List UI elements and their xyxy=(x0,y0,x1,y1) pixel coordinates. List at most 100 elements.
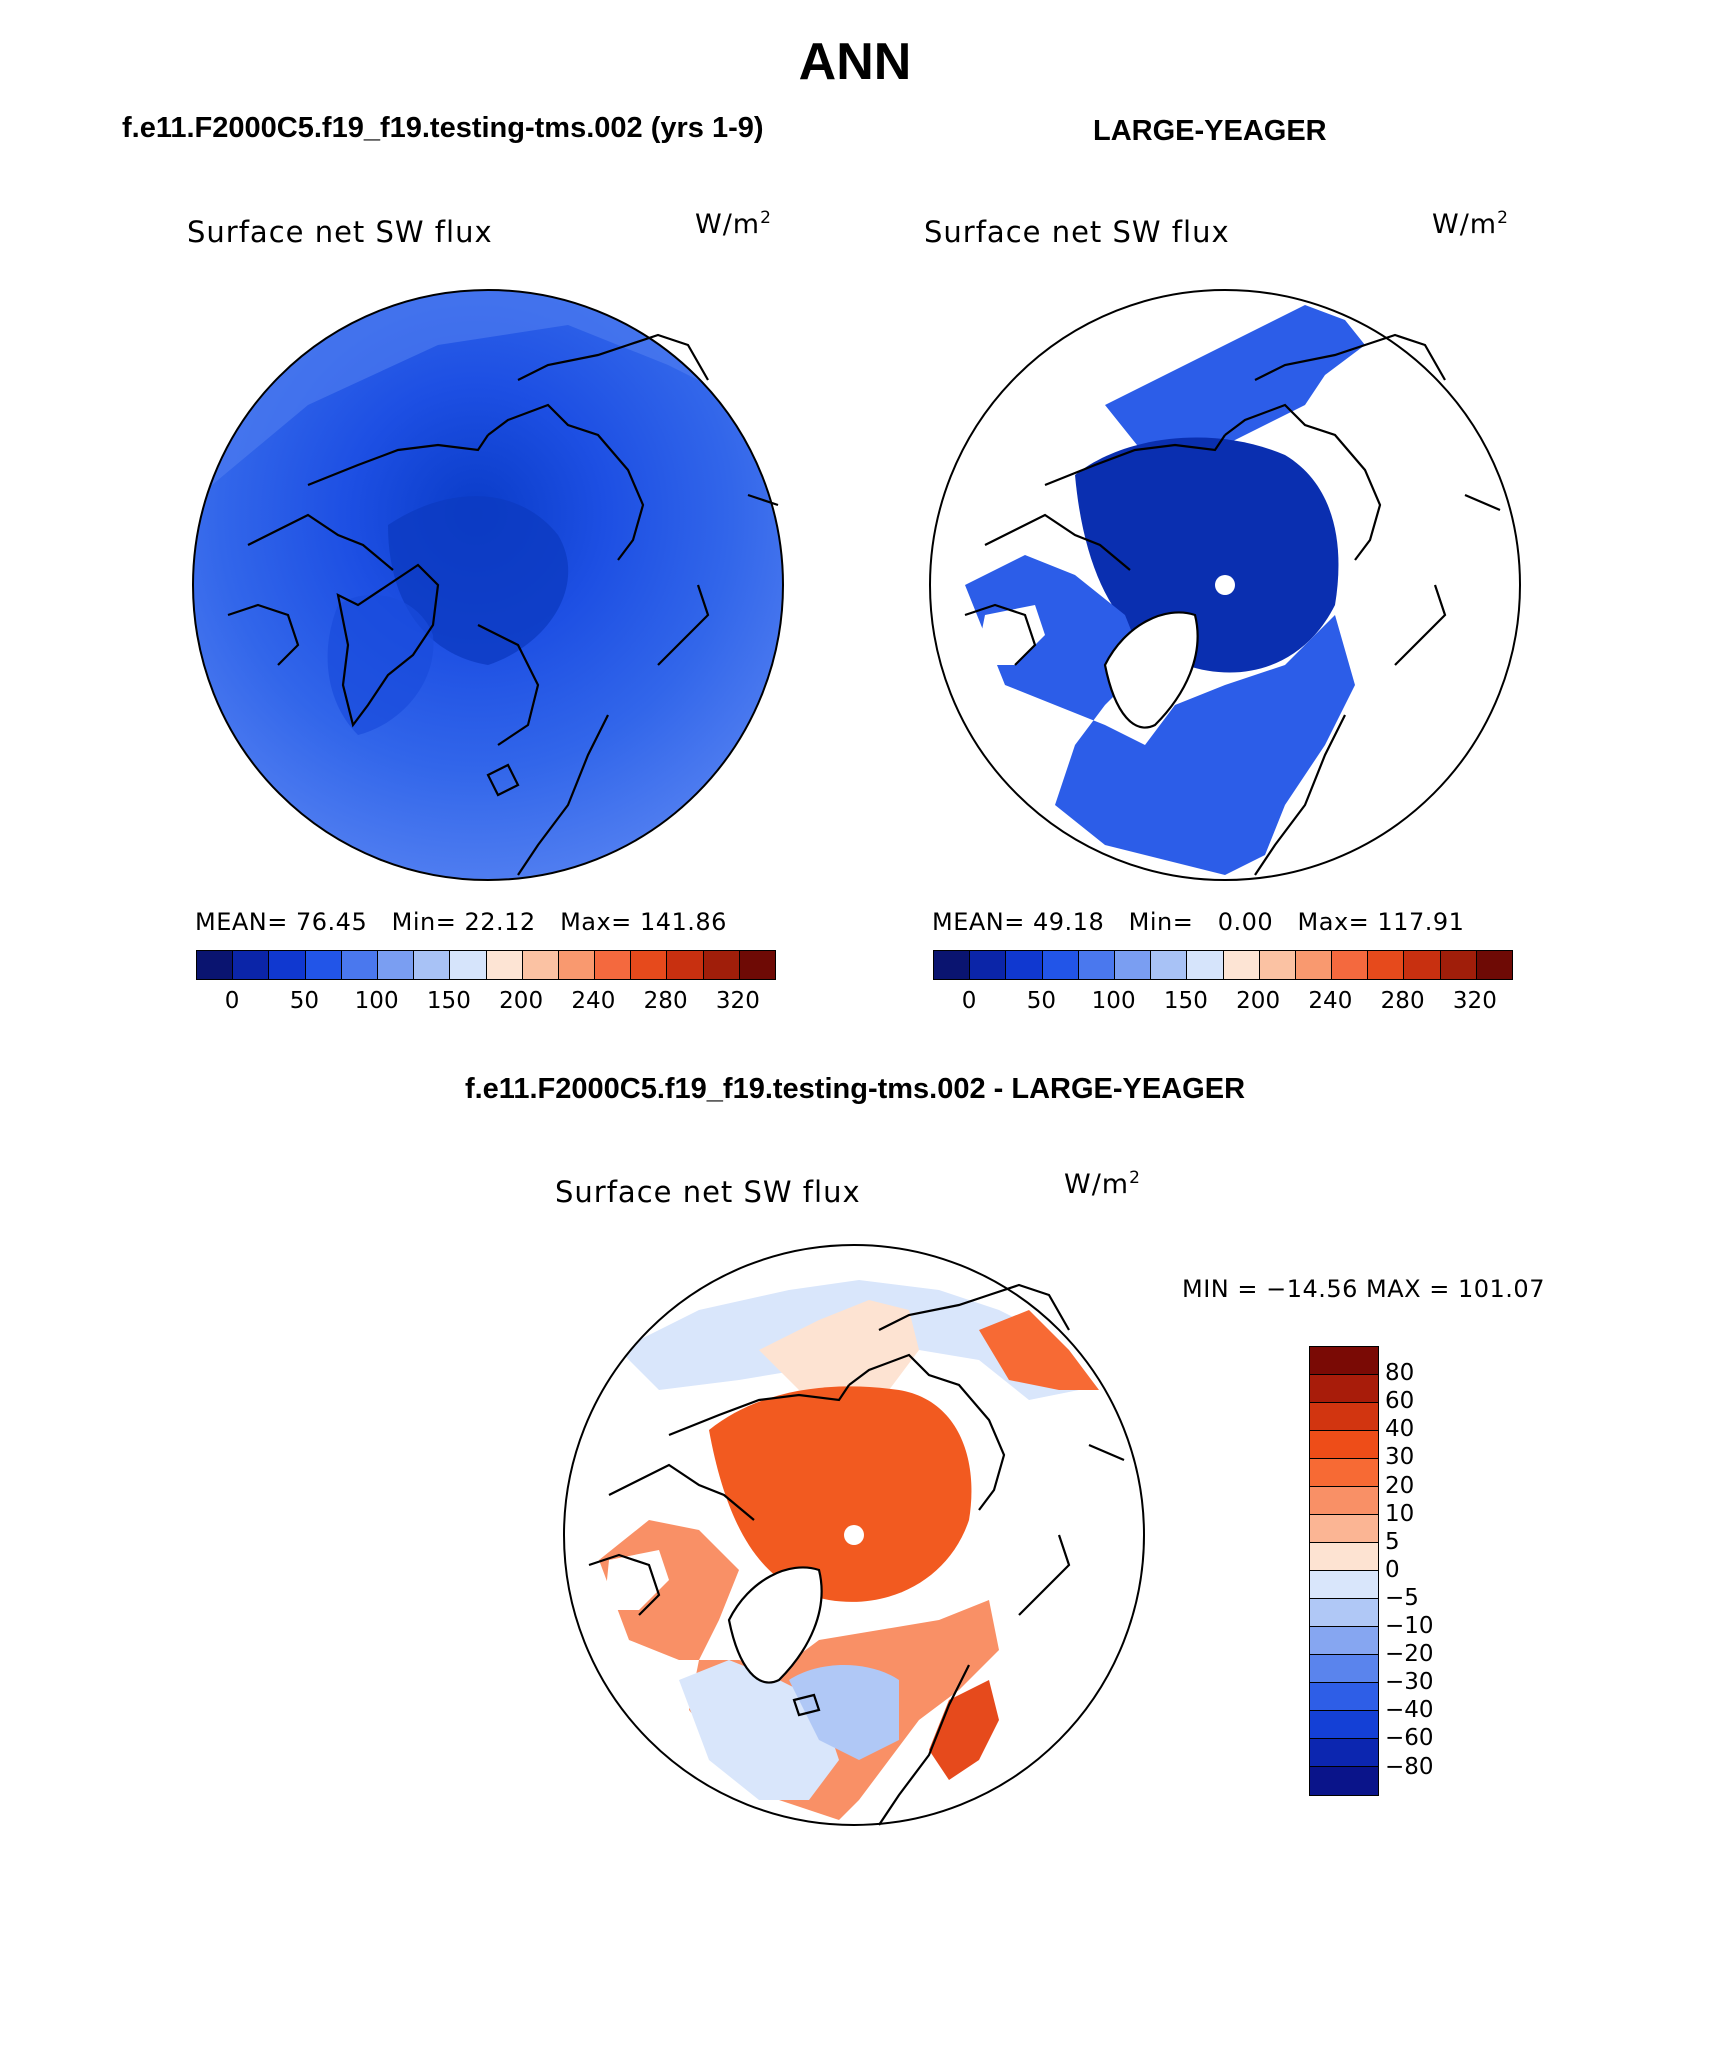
colorbar-tick-label: 320 xyxy=(715,988,760,1014)
colorbar-cell xyxy=(1310,1543,1378,1571)
units-base: W/m xyxy=(695,209,761,240)
colorbar-cell xyxy=(1310,1487,1378,1515)
right-map-atlantic xyxy=(965,555,1355,875)
max-label: Max= xyxy=(560,908,632,936)
left-stats: MEAN= 76.45 Min= 22.12 Max= 141.86 xyxy=(195,908,727,936)
diff-map-atlantic-positive xyxy=(599,1520,999,1820)
colorbar-tick-label: 280 xyxy=(643,988,688,1014)
colorbar-tick-label: 150 xyxy=(1163,988,1208,1014)
colorbar-cell xyxy=(1078,951,1115,979)
right-case-title: LARGE-YEAGER xyxy=(1093,115,1327,147)
diff-map-chukchi-positive xyxy=(979,1310,1099,1390)
min-value: 22.12 xyxy=(464,908,536,936)
colorbar-cell xyxy=(1310,1459,1378,1487)
colorbar-cell xyxy=(450,951,487,979)
colorbar-tick-label: 80 xyxy=(1385,1360,1415,1387)
colorbar-tick-label: 30 xyxy=(1385,1444,1415,1471)
colorbar-cell xyxy=(1187,951,1224,979)
left-greenland-region xyxy=(327,595,434,735)
colorbar-tick-label: 240 xyxy=(1308,988,1353,1014)
colorbar-cell xyxy=(1310,1403,1378,1431)
colorbar-cell xyxy=(1042,951,1079,979)
mean-label: MEAN= xyxy=(195,908,288,936)
diff-pole-hole xyxy=(844,1525,864,1545)
units-exponent: 2 xyxy=(760,208,772,228)
right-map-greenland-land xyxy=(1105,612,1198,728)
colorbar-cell xyxy=(341,951,378,979)
mean-value: 76.45 xyxy=(296,908,368,936)
colorbar-cell xyxy=(631,951,668,979)
colorbar-tick-label: −10 xyxy=(1385,1613,1434,1639)
colorbar-cell xyxy=(486,951,523,979)
diff-plot-label: Surface net SW flux xyxy=(555,1175,861,1209)
colorbar-tick-label: 20 xyxy=(1385,1472,1415,1499)
colorbar-cell xyxy=(1310,1655,1378,1683)
diff-colorbar-labels: 80 60 40 30 20 10 5 0 −5 −10 −20 −30 −40 −60 −80 xyxy=(1385,1346,1465,1806)
colorbar-tick-label: 240 xyxy=(571,988,616,1014)
colorbar-cell xyxy=(703,951,740,979)
colorbar-cell xyxy=(1404,951,1441,979)
colorbar-tick-label: 200 xyxy=(499,988,544,1014)
colorbar-tick-label: 0 xyxy=(961,988,977,1014)
diff-map-greenland-land xyxy=(729,1567,822,1683)
diff-case-title: f.e11.F2000C5.f19_f19.testing-tms.002 - … xyxy=(464,1073,1246,1105)
diff-minmax: MIN = −14.56 MAX = 101.07 xyxy=(1182,1275,1545,1303)
diff-map-small-positive xyxy=(759,1300,919,1400)
colorbar-tick-label: 320 xyxy=(1452,988,1497,1014)
right-plot-label: Surface net SW flux xyxy=(924,215,1230,249)
left-colorbar-labels: 0 50 100 150 200 240 280 320 xyxy=(196,988,774,1018)
colorbar-cell xyxy=(1310,1515,1378,1543)
left-case-title: f.e11.F2000C5.f19_f19.testing-tms.002 (y… xyxy=(122,112,764,144)
right-map-border xyxy=(929,289,1521,881)
colorbar-tick-label: 150 xyxy=(426,988,471,1014)
diff-colorbar xyxy=(1309,1346,1379,1796)
colorbar-cell xyxy=(1476,951,1512,979)
max-value: 117.91 xyxy=(1377,908,1465,936)
diff-map-scandinavia-positive xyxy=(929,1680,999,1780)
colorbar-cell xyxy=(1310,1431,1378,1459)
right-colorbar xyxy=(933,950,1513,980)
mean-label: MEAN= xyxy=(932,908,1025,936)
min-label: Min= xyxy=(391,908,457,936)
colorbar-tick-label: 0 xyxy=(1385,1556,1400,1583)
right-polar-map xyxy=(929,289,1521,881)
units-exponent: 2 xyxy=(1497,208,1509,228)
colorbar-tick-label: −80 xyxy=(1385,1753,1434,1780)
diff-units: W/m2 xyxy=(1064,1168,1141,1200)
mean-value: 49.18 xyxy=(1033,908,1105,936)
colorbar-cell xyxy=(1310,1739,1378,1767)
left-polar-map xyxy=(192,289,784,881)
colorbar-cell xyxy=(1295,951,1333,979)
colorbar-cell xyxy=(1114,951,1152,979)
diff-polar-map xyxy=(563,1244,1145,1826)
max-value: 141.86 xyxy=(639,908,727,936)
diff-map-hudson-land xyxy=(604,1550,669,1610)
colorbar-tick-label: 280 xyxy=(1380,988,1425,1014)
colorbar-cell xyxy=(1151,951,1188,979)
colorbar-tick-label: 50 xyxy=(1026,988,1057,1014)
colorbar-tick-label: 100 xyxy=(1091,988,1136,1014)
right-colorbar-labels: 0 50 100 150 200 240 280 320 xyxy=(933,988,1511,1018)
colorbar-tick-label: 40 xyxy=(1385,1416,1415,1443)
colorbar-cell xyxy=(197,951,234,979)
colorbar-cell xyxy=(739,951,775,979)
colorbar-cell xyxy=(1223,951,1260,979)
diff-map-border xyxy=(563,1244,1145,1826)
right-pole-hole xyxy=(1215,575,1235,595)
diff-map-arctic-ocean-positive xyxy=(709,1386,972,1602)
colorbar-cell xyxy=(269,951,306,979)
left-coastlines xyxy=(227,333,779,876)
colorbar-cell xyxy=(414,951,451,979)
colorbar-cell xyxy=(1310,1627,1378,1655)
right-map-upper-ocean xyxy=(1105,305,1365,455)
colorbar-cell xyxy=(970,951,1007,979)
colorbar-cell xyxy=(1310,1683,1378,1711)
colorbar-tick-label: −20 xyxy=(1385,1641,1434,1668)
colorbar-tick-label: 60 xyxy=(1385,1388,1415,1415)
colorbar-cell xyxy=(522,951,559,979)
colorbar-tick-label: 5 xyxy=(1385,1528,1400,1555)
colorbar-cell xyxy=(595,951,632,979)
units-base: W/m xyxy=(1432,209,1498,240)
colorbar-tick-label: 100 xyxy=(354,988,399,1014)
colorbar-cell xyxy=(1310,1571,1378,1599)
